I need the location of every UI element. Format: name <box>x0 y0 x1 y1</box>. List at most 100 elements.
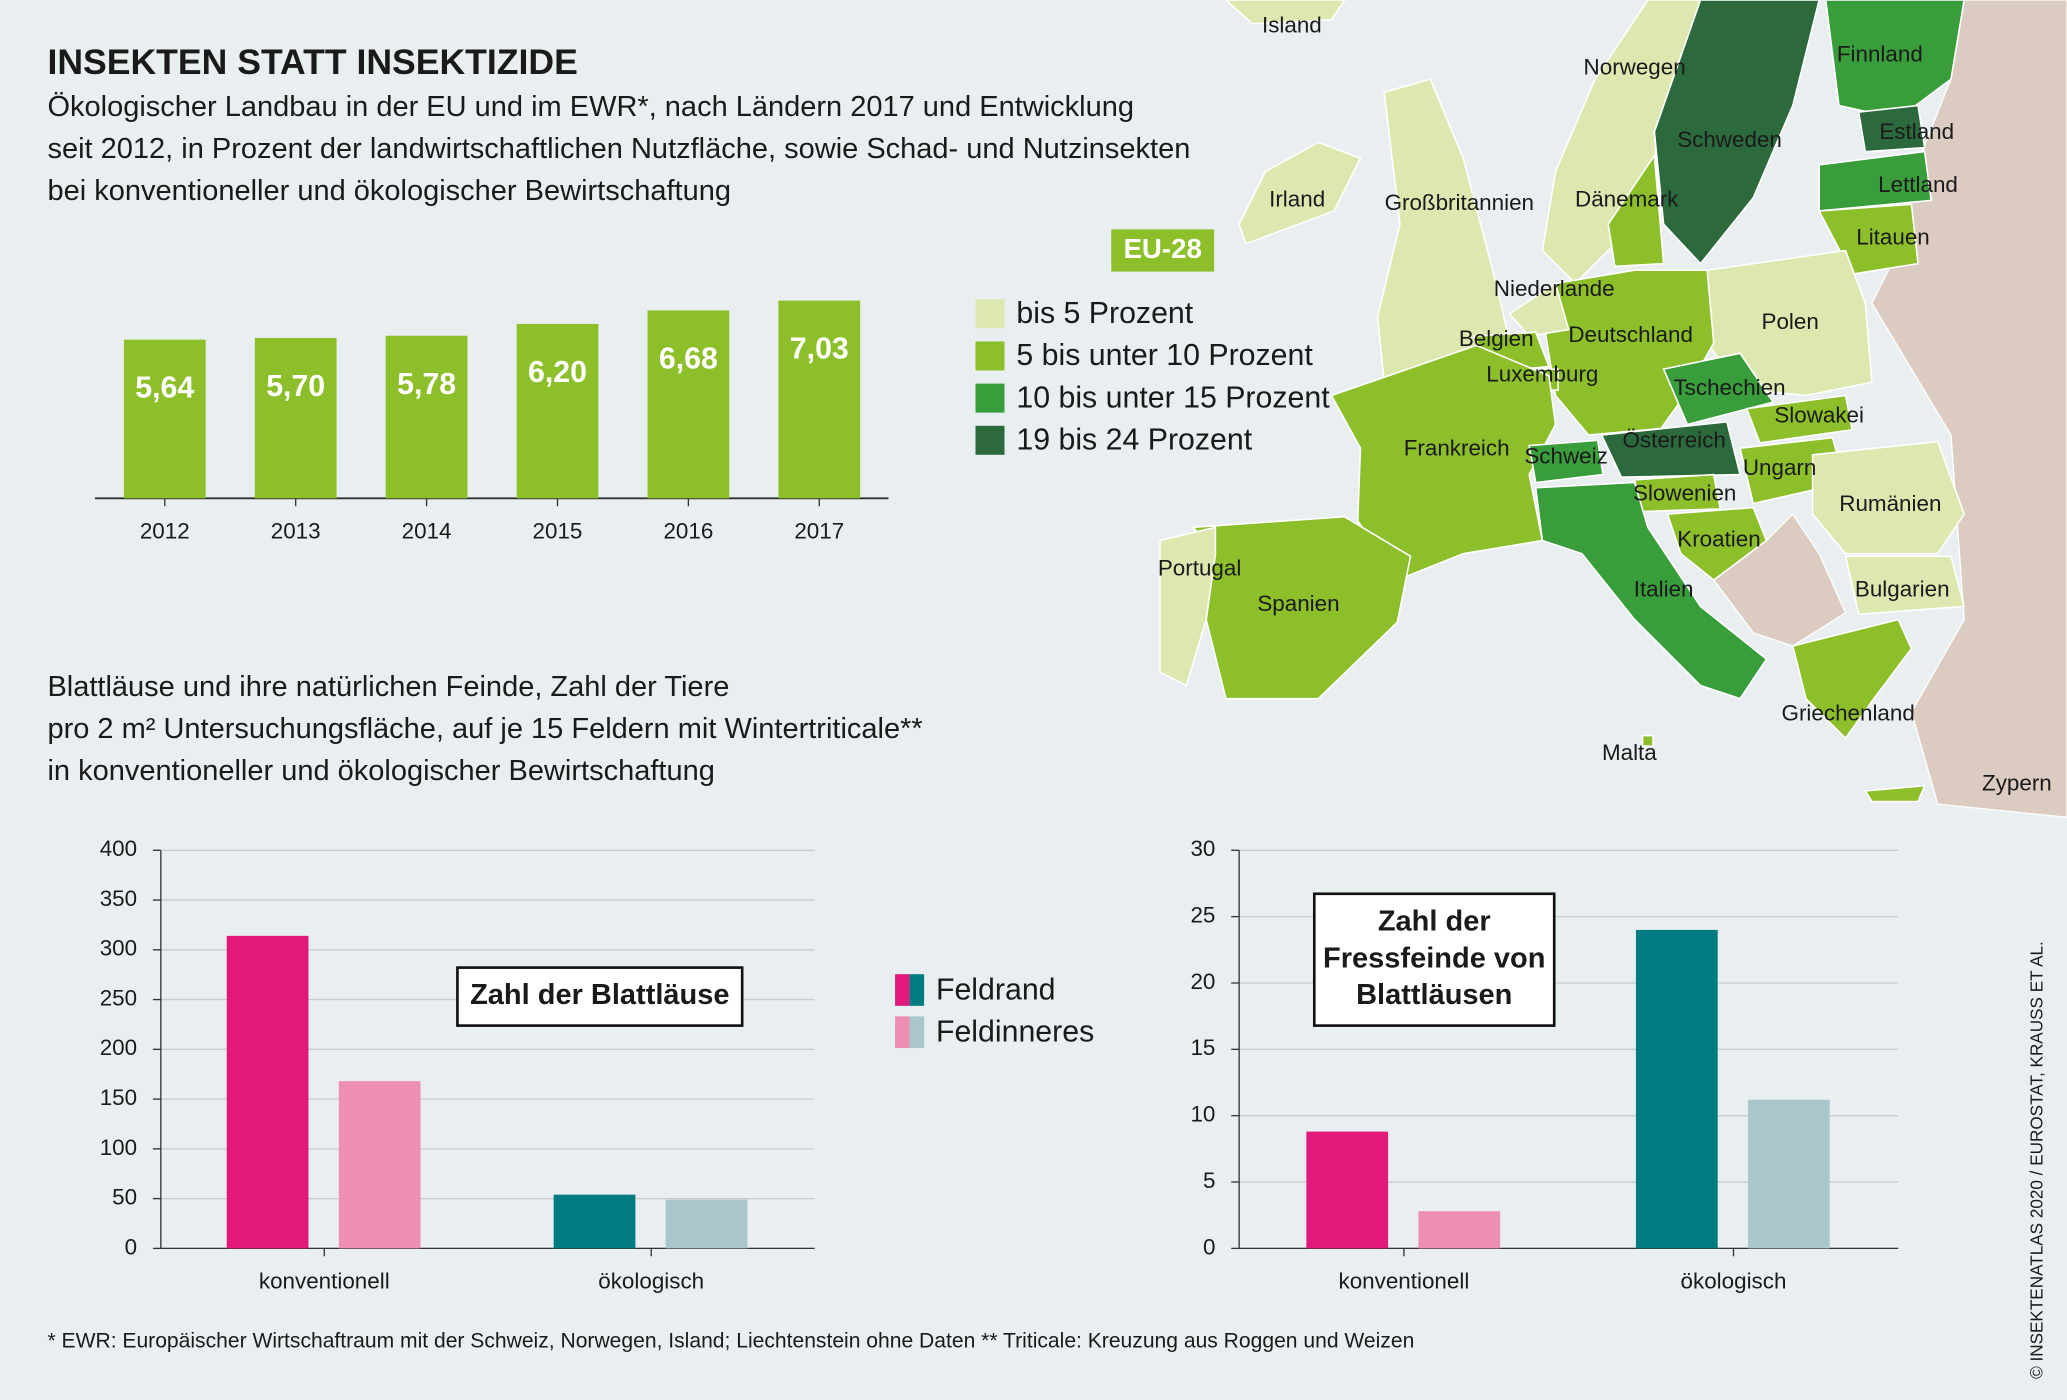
region-label: Norwegen <box>1584 54 1686 79</box>
y-tick-label: 5 <box>1203 1168 1215 1193</box>
region-label: Malta <box>1602 740 1657 765</box>
x-tick-label: 2017 <box>794 519 844 544</box>
y-tick-label: 20 <box>1190 969 1215 994</box>
value-label: 5,78 <box>397 368 456 401</box>
legend-label: 19 bis 24 Prozent <box>1016 424 1252 457</box>
non-eu-land <box>1712 513 1847 647</box>
map-region <box>1662 352 1775 426</box>
legend-swatch <box>909 974 925 1006</box>
region-label: Litauen <box>1856 225 1930 250</box>
bar <box>1747 1099 1830 1249</box>
y-tick-label: 50 <box>112 1185 137 1210</box>
x-tick-label: 2014 <box>402 519 452 544</box>
region-label: Lettland <box>1878 172 1958 197</box>
legend-swatch <box>975 425 1005 455</box>
x-tick-label: konventionell <box>259 1269 390 1294</box>
map-region <box>1653 0 1820 265</box>
region-label: Bulgarien <box>1855 577 1950 602</box>
bar <box>516 323 599 499</box>
value-label: 5,64 <box>135 372 194 405</box>
region-label: Tschechien <box>1673 375 1785 400</box>
map-title-box <box>1111 229 1215 272</box>
x-tick-label: 2013 <box>271 519 321 544</box>
bar <box>226 935 309 1249</box>
legend-label: bis 5 Prozent <box>1016 297 1193 330</box>
x-tick-label: ökologisch <box>598 1269 704 1294</box>
region-label: Ungarn <box>1743 455 1817 480</box>
region-label: Niederlande <box>1494 276 1615 301</box>
map-region <box>1811 440 1966 555</box>
map-region <box>1607 153 1665 268</box>
map-region <box>1224 0 1346 25</box>
region-label: Spanien <box>1257 591 1339 616</box>
bar <box>647 310 730 499</box>
footnote: * EWR: Europäischer Wirtschaftraum mit d… <box>47 1330 1414 1353</box>
region-label: Großbritannien <box>1385 190 1534 215</box>
x-tick-label: ökologisch <box>1681 1269 1787 1294</box>
map-region <box>1824 0 1965 120</box>
value-label: 6,68 <box>659 343 718 376</box>
region-label: Zypern <box>1982 770 2052 795</box>
y-tick-label: 0 <box>125 1234 137 1259</box>
y-tick-label: 30 <box>1190 836 1215 861</box>
region-label: Deutschland <box>1568 322 1693 347</box>
section-title: in konventioneller und ökologischer Bewi… <box>47 755 714 787</box>
legend-label: 5 bis unter 10 Prozent <box>1016 339 1313 372</box>
annotation: Fressfeinde von <box>1323 942 1545 974</box>
y-tick-label: 400 <box>100 836 137 861</box>
map-region <box>1666 506 1768 582</box>
legend-swatch <box>975 341 1005 371</box>
region-label: Portugal <box>1158 555 1241 580</box>
section-title: Blattläuse und ihre natürlichen Feinde, … <box>47 671 729 703</box>
subtitle: Ökologischer Landbau in der EU und im EW… <box>47 91 1134 123</box>
map-region <box>1528 439 1604 484</box>
region-label: Island <box>1262 12 1322 37</box>
map: Island Norwegen Schweden Finnland Estland Let… <box>1158 0 2067 818</box>
bar <box>338 1081 421 1249</box>
region-label: Polen <box>1762 309 1819 334</box>
region-label: Dänemark <box>1575 186 1679 211</box>
y-tick-label: 100 <box>100 1135 137 1160</box>
y-tick-label: 10 <box>1190 1102 1215 1127</box>
region-label: Finnland <box>1837 41 1923 66</box>
region-label: Italien <box>1634 577 1694 602</box>
y-tick-label: 250 <box>100 985 137 1010</box>
map-region <box>1238 141 1362 245</box>
y-tick-label: 0 <box>1203 1234 1215 1259</box>
region-label: Slowenien <box>1633 480 1736 505</box>
bar <box>123 339 206 499</box>
source: © INSEKTENATLAS 2020 / EUROSTAT, KRAUSS … <box>2027 941 2047 1379</box>
map-region <box>1818 150 1933 212</box>
map-region <box>1791 618 1913 740</box>
value-label: 5,70 <box>266 370 325 403</box>
region-label: Schweden <box>1677 127 1782 152</box>
y-tick-label: 350 <box>100 886 137 911</box>
bar <box>553 1194 636 1249</box>
x-tick-label: 2016 <box>663 519 713 544</box>
map-region <box>1706 249 1873 397</box>
annotation: Zahl der Blattläuse <box>470 979 729 1011</box>
value-label: 7,03 <box>790 333 849 366</box>
bar <box>1635 929 1718 1249</box>
region-label: Kroatien <box>1677 526 1760 551</box>
value-label: 6,20 <box>528 356 587 389</box>
region-label: Luxemburg <box>1486 362 1598 387</box>
map-region <box>1857 104 1926 153</box>
region-label: Belgien <box>1459 326 1534 351</box>
bar <box>1306 1131 1389 1249</box>
legend-swatch <box>909 1016 925 1049</box>
bar <box>778 300 861 499</box>
x-tick-label: 2012 <box>140 519 190 544</box>
region-label: Estland <box>1879 119 1954 144</box>
section-title: pro 2 m² Untersuchungsfläche, auf je 15 … <box>47 713 922 745</box>
map-region <box>1159 526 1217 687</box>
y-tick-label: 200 <box>100 1035 137 1060</box>
region-label: Schweiz <box>1524 443 1607 468</box>
map-title: EU-28 <box>1123 233 1201 264</box>
subtitle: seit 2012, in Prozent der landwirtschaft… <box>47 133 1190 165</box>
annotation: Zahl der <box>1378 905 1491 937</box>
region-label: Rumänien <box>1839 491 1941 516</box>
legend-label: Feldinneres <box>936 1016 1094 1049</box>
map-region <box>1641 734 1654 747</box>
region-label: Slowakei <box>1774 403 1864 428</box>
